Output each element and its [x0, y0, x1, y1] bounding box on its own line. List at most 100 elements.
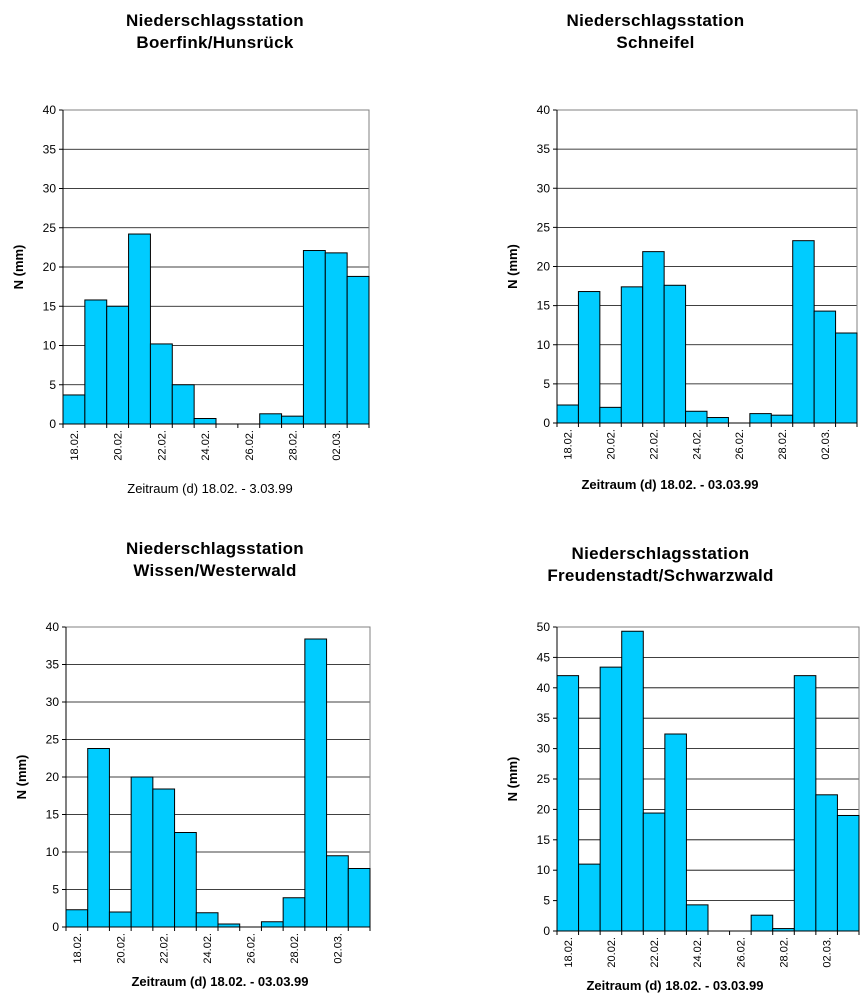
bar: [326, 855, 349, 928]
chart-panel-wissen: Niederschlagsstation Wissen/Westerwald 0…: [0, 500, 430, 997]
chart-plot: 0 5 10 15 20 25 30 35 40 18.02. 20.02. 22.02. 24.02.…: [505, 103, 858, 460]
y-tick-label: 35: [537, 711, 551, 725]
y-axis-label: N (mm): [11, 245, 26, 290]
chart-title: Niederschlagsstation Boerfink/Hunsrück: [0, 10, 430, 54]
chart-title: Niederschlagsstation Freudenstadt/Schwar…: [445, 543, 861, 587]
bar: [84, 299, 108, 425]
chart-title-line1: Niederschlagsstation: [566, 11, 745, 30]
chart-title-line1: Niederschlagsstation: [126, 539, 304, 558]
x-tick-label: 26.02.: [735, 937, 747, 968]
bar: [149, 343, 173, 425]
bar: [195, 912, 219, 928]
bar: [87, 748, 110, 928]
chart-title-line2: Wissen/Westerwald: [133, 561, 297, 580]
bar: [106, 305, 130, 425]
bar: [685, 410, 708, 424]
y-tick-label: 35: [43, 142, 57, 156]
chart-panel-freudenstadt: Niederschlagsstation Freudenstadt/Schwar…: [430, 500, 861, 997]
bar: [663, 284, 687, 424]
bar: [282, 897, 306, 928]
bar: [304, 638, 328, 928]
x-tick-label: 26.02.: [246, 933, 258, 964]
y-axis-label: N (mm): [505, 757, 520, 802]
y-tick-label: 35: [537, 142, 551, 156]
x-tick-label: 24.02.: [202, 933, 214, 964]
x-tick-label: 24.02.: [691, 429, 703, 460]
chart-title-line2: Boerfink/Hunsrück: [136, 33, 294, 52]
chart-title-line1: Niederschlagsstation: [571, 544, 750, 563]
bar: [556, 675, 580, 932]
bar: [815, 794, 838, 932]
y-tick-label: 0: [543, 416, 550, 430]
x-tick-label: 28.02.: [779, 937, 791, 968]
bar: [706, 417, 729, 424]
y-tick-label: 0: [52, 920, 59, 934]
x-tick-label: 18.02.: [72, 933, 84, 964]
y-tick-label: 25: [537, 220, 551, 234]
x-axis-label: Zeitraum (d) 18.02. - 03.03.99: [586, 978, 764, 993]
chart-panel-boerfink: Niederschlagsstation Boerfink/Hunsrück 0…: [0, 0, 430, 500]
x-tick-label: 24.02.: [200, 430, 212, 461]
y-tick-label: 10: [43, 339, 57, 353]
bar: [130, 776, 154, 928]
y-tick-label: 0: [543, 924, 550, 938]
bar: [770, 414, 794, 424]
bar: [599, 406, 622, 424]
x-tick-label: 28.02.: [289, 933, 301, 964]
x-tick-label: 22.02.: [648, 429, 660, 460]
chart-plot: 0 5 10 15 20 25 30 35 40 18.02. 20.02. 22.02. 24.02.…: [14, 620, 371, 964]
y-tick-label: 30: [43, 182, 57, 196]
x-tick-label: 26.02.: [244, 430, 256, 461]
y-tick-label: 25: [43, 221, 57, 235]
bar: [174, 832, 197, 928]
bar: [324, 252, 348, 425]
x-tick-label: 28.02.: [288, 430, 300, 461]
chart-plot: 0 5 10 15 20 25 30 35 40 45 50 18.02. 20.02. 22.02. 24…: [505, 620, 860, 968]
x-tick-label: 02.03.: [822, 937, 834, 968]
y-tick-label: 25: [46, 733, 60, 747]
bar: [749, 413, 772, 424]
y-tick-label: 45: [537, 650, 551, 664]
chart-panel-schneifel: Niederschlagsstation Schneifel 0 5 10 15 20 2…: [430, 0, 861, 500]
x-tick-label: 26.02.: [734, 429, 746, 460]
y-tick-label: 25: [537, 772, 551, 786]
x-axis-label: Zeitraum (d) 18.02. - 03.03.99: [581, 477, 759, 492]
bar: [621, 630, 644, 932]
y-tick-label: 30: [537, 742, 551, 756]
x-tick-label: 20.02.: [606, 937, 618, 968]
bar: [835, 332, 858, 424]
bar: [346, 275, 370, 425]
bar: [750, 914, 774, 932]
bar: [128, 233, 151, 425]
x-tick-label: 18.02.: [563, 429, 575, 460]
chart-title-line2: Schneifel: [616, 33, 695, 52]
x-axis-label: Zeitraum (d) 18.02. - 03.03.99: [131, 974, 309, 989]
x-tick-label: 20.02.: [115, 933, 127, 964]
y-tick-label: 5: [49, 378, 56, 392]
x-tick-label: 22.02.: [649, 937, 661, 968]
y-tick-label: 15: [537, 299, 551, 313]
y-tick-label: 40: [46, 620, 60, 634]
y-tick-label: 0: [49, 417, 56, 431]
y-tick-label: 20: [43, 260, 57, 274]
y-tick-label: 40: [537, 103, 551, 117]
bar: [171, 384, 195, 425]
y-tick-label: 50: [537, 620, 551, 634]
bar: [577, 291, 601, 424]
y-axis-label: N (mm): [14, 755, 29, 800]
chart-title: Niederschlagsstation Schneifel: [440, 10, 861, 54]
bar: [792, 240, 815, 424]
bar: [281, 415, 304, 425]
x-tick-label: 20.02.: [113, 430, 125, 461]
y-tick-label: 10: [537, 863, 551, 877]
chart-title: Niederschlagsstation Wissen/Westerwald: [0, 538, 430, 582]
bar: [642, 812, 666, 932]
chart-title-line1: Niederschlagsstation: [126, 11, 304, 30]
y-tick-label: 20: [537, 260, 551, 274]
bar: [347, 868, 371, 928]
bar: [578, 863, 601, 932]
y-tick-label: 30: [46, 695, 60, 709]
bar: [259, 413, 283, 425]
bar: [836, 814, 860, 932]
x-tick-label: 02.03.: [820, 429, 832, 460]
